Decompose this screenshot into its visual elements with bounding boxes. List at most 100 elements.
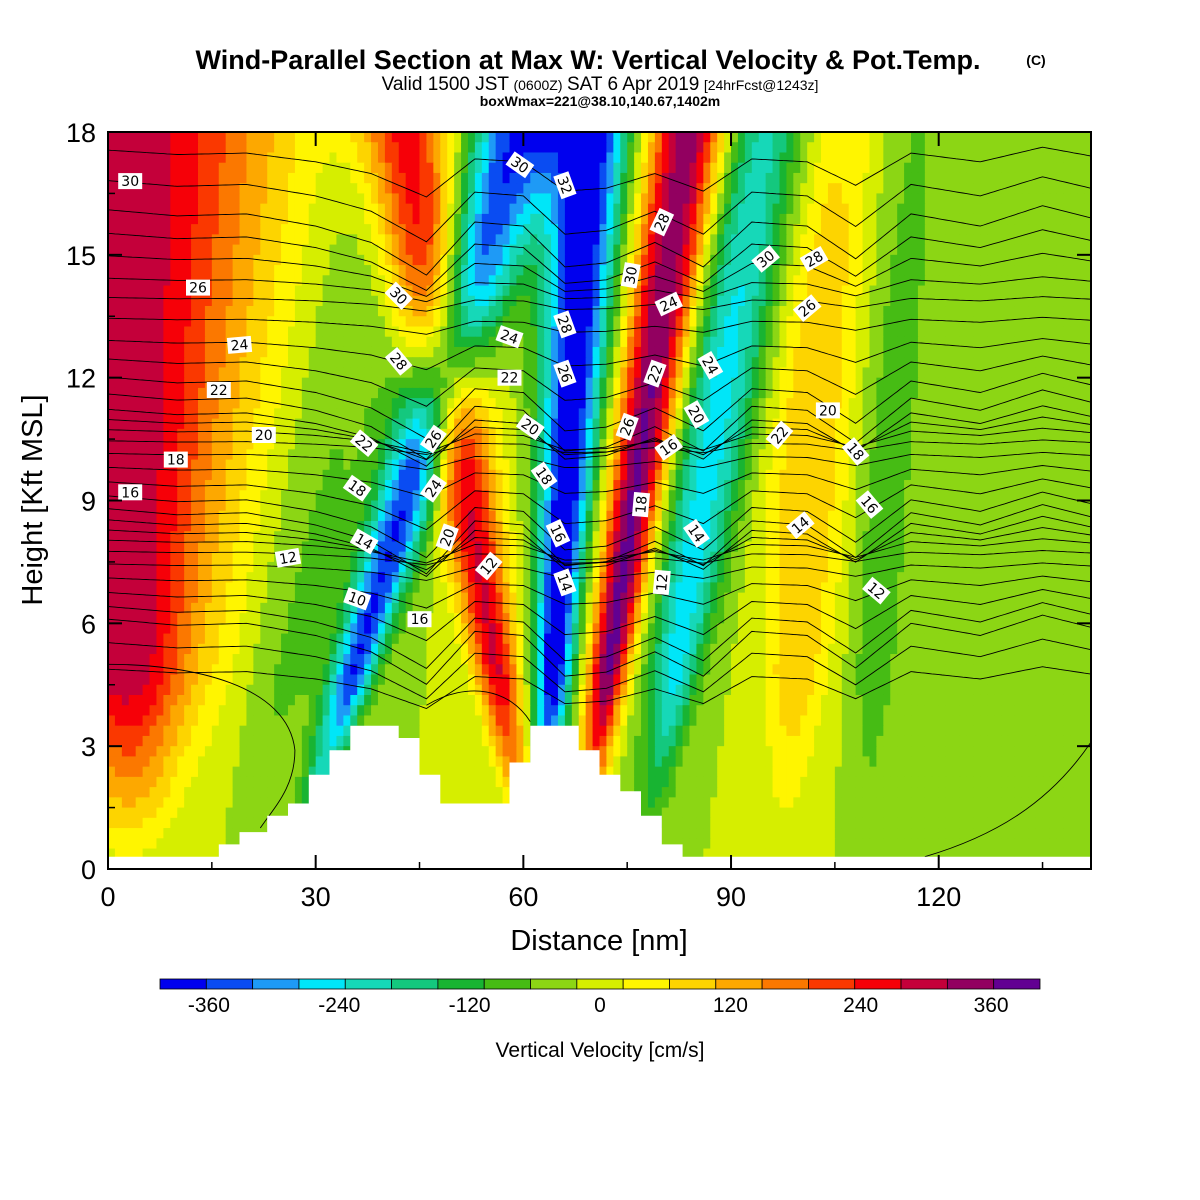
velocity-cell: [1014, 408, 1023, 420]
velocity-cell: [163, 326, 171, 338]
velocity-cell: [1077, 152, 1085, 164]
velocity-cell: [592, 398, 601, 409]
velocity-cell: [945, 142, 954, 154]
velocity-cell: [924, 387, 933, 399]
velocity-cell: [433, 367, 441, 379]
velocity-cell: [1049, 142, 1057, 154]
velocity-cell: [585, 183, 594, 195]
velocity-cell: [197, 346, 206, 358]
velocity-cell: [398, 224, 407, 235]
velocity-cell: [952, 408, 961, 420]
velocity-cell: [357, 336, 365, 348]
velocity-cell: [814, 469, 822, 481]
velocity-cell: [377, 306, 386, 317]
velocity-cell: [675, 224, 684, 235]
velocity-cell: [647, 336, 656, 348]
velocity-cell: [371, 275, 379, 287]
velocity-cell: [1070, 172, 1078, 184]
velocity-cell: [938, 275, 947, 287]
velocity-cell: [170, 172, 178, 184]
velocity-cell: [170, 244, 178, 256]
velocity-cell: [287, 449, 296, 461]
velocity-cell: [634, 336, 642, 348]
velocity-cell: [377, 336, 386, 348]
velocity-cell: [1028, 244, 1037, 256]
velocity-cell: [211, 265, 220, 276]
velocity-cell: [350, 428, 358, 440]
velocity-cell: [904, 439, 912, 450]
velocity-cell: [108, 234, 116, 246]
velocity-cell: [717, 172, 725, 184]
velocity-cell: [211, 469, 220, 481]
velocity-cell: [170, 265, 178, 276]
velocity-cell: [461, 387, 469, 399]
velocity-cell: [1070, 398, 1078, 409]
velocity-cell: [377, 357, 386, 369]
velocity-cell: [350, 469, 358, 481]
velocity-cell: [1028, 418, 1037, 430]
velocity-cell: [301, 152, 310, 164]
velocity-cell: [135, 459, 144, 471]
velocity-cell: [391, 428, 400, 440]
velocity-cell: [433, 449, 441, 461]
velocity-cell: [1001, 346, 1009, 358]
velocity-cell: [384, 316, 393, 328]
velocity-cell: [343, 357, 351, 369]
velocity-cell: [350, 285, 358, 297]
velocity-cell: [495, 152, 504, 164]
velocity-cell: [848, 398, 857, 409]
velocity-cell: [191, 336, 199, 348]
velocity-cell: [613, 316, 621, 328]
velocity-cell: [924, 377, 933, 389]
velocity-cell: [281, 193, 289, 205]
velocity-cell: [301, 295, 310, 307]
velocity-cell: [973, 254, 981, 266]
velocity-cell: [246, 142, 254, 154]
velocity-cell: [523, 234, 531, 246]
velocity-cell: [177, 306, 185, 317]
velocity-cell: [343, 326, 351, 338]
velocity-cell: [751, 418, 760, 430]
velocity-cell: [696, 203, 704, 215]
velocity-cell: [197, 224, 206, 235]
velocity-cell: [1063, 387, 1071, 399]
velocity-cell: [537, 336, 545, 348]
velocity-cell: [758, 172, 767, 184]
velocity-cell: [1084, 398, 1091, 409]
velocity-cell: [966, 367, 974, 379]
velocity-cell: [689, 265, 698, 276]
velocity-cell: [911, 244, 919, 256]
velocity-cell: [336, 172, 344, 184]
velocity-cell: [917, 265, 926, 276]
velocity-cell: [737, 203, 746, 215]
velocity-cell: [786, 244, 794, 256]
velocity-cell: [1035, 367, 1044, 379]
velocity-cell: [184, 203, 192, 215]
velocity-cell: [1007, 480, 1016, 491]
velocity-cell: [613, 398, 621, 409]
velocity-cell: [225, 295, 234, 307]
velocity-cell: [274, 234, 282, 246]
plot-area: 3026242220181612101418222830162024261224…: [107, 131, 1092, 870]
velocity-cell: [149, 254, 158, 266]
velocity-cell: [834, 183, 843, 195]
velocity-cell: [426, 326, 434, 338]
velocity-cell: [987, 387, 995, 399]
velocity-cell: [897, 152, 905, 164]
velocity-cell: [121, 357, 130, 369]
velocity-cell: [1021, 183, 1030, 195]
velocity-cell: [218, 346, 227, 358]
velocity-cell: [869, 162, 877, 174]
velocity-cell: [571, 295, 580, 307]
velocity-cell: [654, 316, 663, 328]
velocity-cell: [599, 234, 608, 246]
velocity-cell: [405, 254, 414, 266]
velocity-cell: [689, 162, 698, 174]
velocity-cell: [1077, 480, 1085, 491]
velocity-cell: [890, 183, 898, 195]
velocity-cell: [461, 224, 469, 235]
velocity-cell: [128, 428, 137, 440]
velocity-cell: [1001, 377, 1009, 389]
velocity-cell: [1028, 326, 1037, 338]
velocity-cell: [917, 367, 926, 379]
